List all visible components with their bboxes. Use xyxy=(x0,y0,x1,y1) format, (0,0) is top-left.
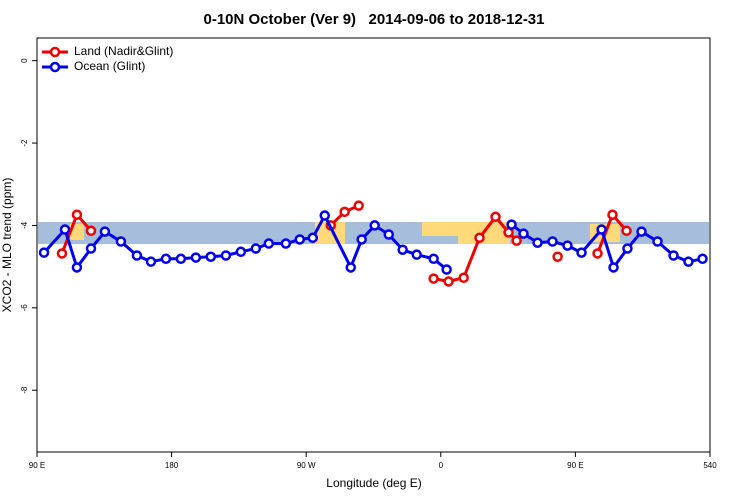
point xyxy=(652,236,663,247)
point xyxy=(71,262,83,273)
point xyxy=(552,251,563,262)
point xyxy=(294,234,306,245)
legend-label: Land (Nadir&Glint) xyxy=(74,44,173,58)
point xyxy=(369,220,380,231)
point xyxy=(280,238,292,249)
legend-marker xyxy=(49,46,61,58)
x-tick-label: 90 W xyxy=(297,461,316,470)
legend-marker xyxy=(49,61,61,73)
plot-frame xyxy=(36,37,711,453)
point xyxy=(443,276,454,287)
point xyxy=(235,246,247,258)
point xyxy=(668,250,679,261)
point xyxy=(250,243,262,254)
point xyxy=(160,253,172,265)
x-tick-label: 90 E xyxy=(567,461,583,470)
point xyxy=(511,235,522,246)
point xyxy=(428,253,439,265)
point xyxy=(145,256,157,267)
point xyxy=(99,226,111,237)
y-tick-label: -8 xyxy=(20,386,29,394)
point xyxy=(532,237,543,248)
legend-label: Ocean (Glint) xyxy=(74,59,145,73)
point xyxy=(115,236,127,247)
point xyxy=(383,229,395,240)
point xyxy=(607,209,618,220)
map-strip xyxy=(38,222,709,244)
chart-title: 0-10N October (Ver 9) 2014-09-06 to 2018… xyxy=(203,11,544,28)
y-tick-label: -2 xyxy=(20,139,29,147)
point xyxy=(263,238,275,249)
point xyxy=(131,250,143,261)
point xyxy=(576,247,587,258)
point xyxy=(592,248,603,259)
point xyxy=(621,225,632,237)
x-tick-label: 180 xyxy=(165,461,179,470)
y-tick-label: -4 xyxy=(20,221,29,229)
legend: Land (Nadir&Glint)Ocean (Glint) xyxy=(42,44,173,73)
point xyxy=(59,224,71,235)
point xyxy=(608,262,619,273)
point xyxy=(547,236,558,247)
point xyxy=(506,219,517,230)
y-tick-label: -6 xyxy=(20,304,29,312)
point xyxy=(339,206,350,218)
point xyxy=(56,248,68,259)
y-tick-label: 0 xyxy=(20,58,29,63)
point xyxy=(411,249,422,260)
point xyxy=(428,273,439,284)
x-tick-label: 0 xyxy=(439,461,444,470)
point xyxy=(353,200,364,211)
point xyxy=(397,244,408,255)
point xyxy=(636,226,647,237)
point xyxy=(319,210,330,221)
point xyxy=(71,209,83,220)
point xyxy=(356,234,367,245)
point xyxy=(307,232,319,244)
point xyxy=(518,228,529,239)
x-tick-label: 540 xyxy=(703,461,717,470)
x-axis-label: Longitude (deg E) xyxy=(326,476,421,490)
point xyxy=(562,240,573,251)
point xyxy=(345,262,357,273)
point xyxy=(596,224,607,235)
y-axis-label: XCO2 - MLO trend (ppm) xyxy=(0,178,14,313)
point xyxy=(175,253,187,265)
point xyxy=(474,232,485,244)
point xyxy=(697,253,708,265)
point xyxy=(85,225,97,237)
point xyxy=(205,251,217,262)
point xyxy=(190,252,202,263)
point xyxy=(38,247,50,258)
point xyxy=(85,243,97,254)
point xyxy=(683,256,694,267)
point xyxy=(441,264,452,275)
x-tick-label: 90 E xyxy=(29,461,45,470)
point xyxy=(220,250,232,261)
point xyxy=(490,211,501,223)
point xyxy=(622,243,633,254)
point xyxy=(458,272,469,283)
